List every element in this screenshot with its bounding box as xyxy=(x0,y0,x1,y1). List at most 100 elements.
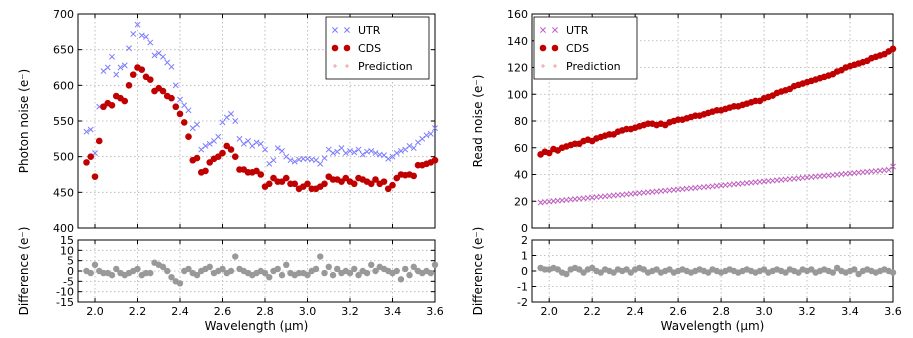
legend-marker-utr xyxy=(540,27,546,33)
y-tick-label: 1 xyxy=(521,250,528,263)
utr-point xyxy=(359,151,366,158)
series-utr xyxy=(537,163,896,206)
difference-point xyxy=(397,276,405,283)
utr-point xyxy=(372,150,379,157)
difference-point xyxy=(159,263,167,271)
utr-point xyxy=(368,148,375,154)
utr-point xyxy=(385,155,392,162)
difference-point xyxy=(193,271,201,279)
utr-point xyxy=(185,107,192,114)
cds-point xyxy=(431,156,439,164)
utr-point xyxy=(300,155,307,162)
cds-point xyxy=(202,167,209,175)
utr-point xyxy=(126,45,132,52)
utr-point xyxy=(287,157,294,164)
utr-point xyxy=(83,128,90,135)
series-cds xyxy=(83,64,439,193)
difference-point xyxy=(266,274,273,281)
utr-point xyxy=(130,31,137,37)
y-tick-label: -1 xyxy=(517,281,528,294)
y-tick-label: 160 xyxy=(507,8,528,21)
difference-point xyxy=(274,265,281,273)
x-tick-label: 2.8 xyxy=(712,305,730,318)
y-tick-label: -15 xyxy=(56,296,74,309)
utr-point xyxy=(138,32,145,39)
legend-marker-cds xyxy=(539,44,547,52)
cds-point xyxy=(367,180,375,188)
x-tick-label: 3.6 xyxy=(884,305,902,318)
x-tick-label: 3.0 xyxy=(299,305,317,318)
y-tick-label: 2 xyxy=(521,234,528,247)
utr-point xyxy=(117,64,124,71)
difference-point xyxy=(164,267,171,275)
legend-label: CDS xyxy=(566,42,589,55)
utr-point xyxy=(121,62,128,69)
utr-point xyxy=(160,53,166,60)
cds-point xyxy=(193,154,201,162)
y-tick-label: 15 xyxy=(60,234,74,247)
legend-label: UTR xyxy=(566,24,589,37)
cds-point xyxy=(265,180,273,188)
utr-point xyxy=(253,139,260,146)
cds-point xyxy=(350,180,358,188)
cds-point xyxy=(83,159,90,166)
difference-point xyxy=(278,271,286,279)
difference-point xyxy=(304,271,311,279)
legend-marker-prediction xyxy=(345,64,349,68)
utr-point xyxy=(351,149,358,156)
y-tick-label: 120 xyxy=(507,62,528,75)
utr-point xyxy=(215,133,222,140)
x-axis-label: Wavelength (μm) xyxy=(205,319,309,333)
cds-point xyxy=(176,110,184,118)
y-tick-label: 500 xyxy=(53,151,74,164)
legend: UTR CDS Prediction xyxy=(325,16,430,80)
utr-point xyxy=(262,146,268,153)
chart-panel-left-top: 400 450 500 550 600 650 700 Photon noise (e⁻) UT… xyxy=(17,8,439,235)
cds-point xyxy=(410,172,418,180)
legend-marker-prediction xyxy=(541,64,545,68)
difference-point xyxy=(393,267,400,275)
utr-point xyxy=(347,148,353,154)
y-tick-label: 550 xyxy=(53,115,74,128)
x-tick-label: 2.6 xyxy=(214,305,232,318)
utr-point xyxy=(113,71,120,78)
cds-point xyxy=(185,133,192,140)
y-tick-label: 10 xyxy=(60,244,74,257)
difference-point xyxy=(113,265,120,273)
cds-point xyxy=(172,103,180,111)
legend-box xyxy=(325,16,430,80)
y-tick-label: 400 xyxy=(53,222,74,235)
chart-panel-right-top: 0 20 40 60 80 100 120 140 160 Read noise (e⁻) UTR C… xyxy=(471,8,897,235)
y-axis-label: Read noise (e⁻) xyxy=(471,75,485,168)
cds-point xyxy=(125,82,133,89)
utr-point xyxy=(279,148,285,154)
y-tick-label: 80 xyxy=(514,115,528,128)
y-tick-label: 60 xyxy=(514,142,528,155)
cds-point xyxy=(146,76,154,83)
legend-marker-cds xyxy=(331,44,339,52)
difference-point xyxy=(232,253,239,260)
y-tick-label: 0 xyxy=(521,265,528,278)
utr-point xyxy=(270,157,277,164)
utr-point xyxy=(410,145,417,152)
utr-point xyxy=(168,63,175,70)
utr-point xyxy=(355,146,362,153)
y-tick-label: 700 xyxy=(53,8,74,21)
series-utr xyxy=(83,21,438,167)
utr-point xyxy=(134,21,141,28)
y-tick-label: -5 xyxy=(63,275,74,288)
y-tick-label: 600 xyxy=(53,79,74,92)
utr-point xyxy=(172,82,179,89)
x-tick-label: 2.0 xyxy=(86,305,104,318)
difference-point xyxy=(363,269,371,277)
y-tick-label: 0 xyxy=(67,265,74,278)
x-tick-label: 2.4 xyxy=(171,305,189,318)
x-tick-label: 2.2 xyxy=(129,305,147,318)
difference-point xyxy=(372,267,379,275)
series-cds xyxy=(537,45,897,158)
cds-point xyxy=(380,178,388,185)
difference-point xyxy=(312,265,320,273)
chart-panel-right-bottom: -2 -1 0 1 2 2.0 2.2 2.4 2.6 2.8 3.0 3.2 3.4 3.6 Differ… xyxy=(471,227,902,333)
cds-point xyxy=(95,137,103,145)
